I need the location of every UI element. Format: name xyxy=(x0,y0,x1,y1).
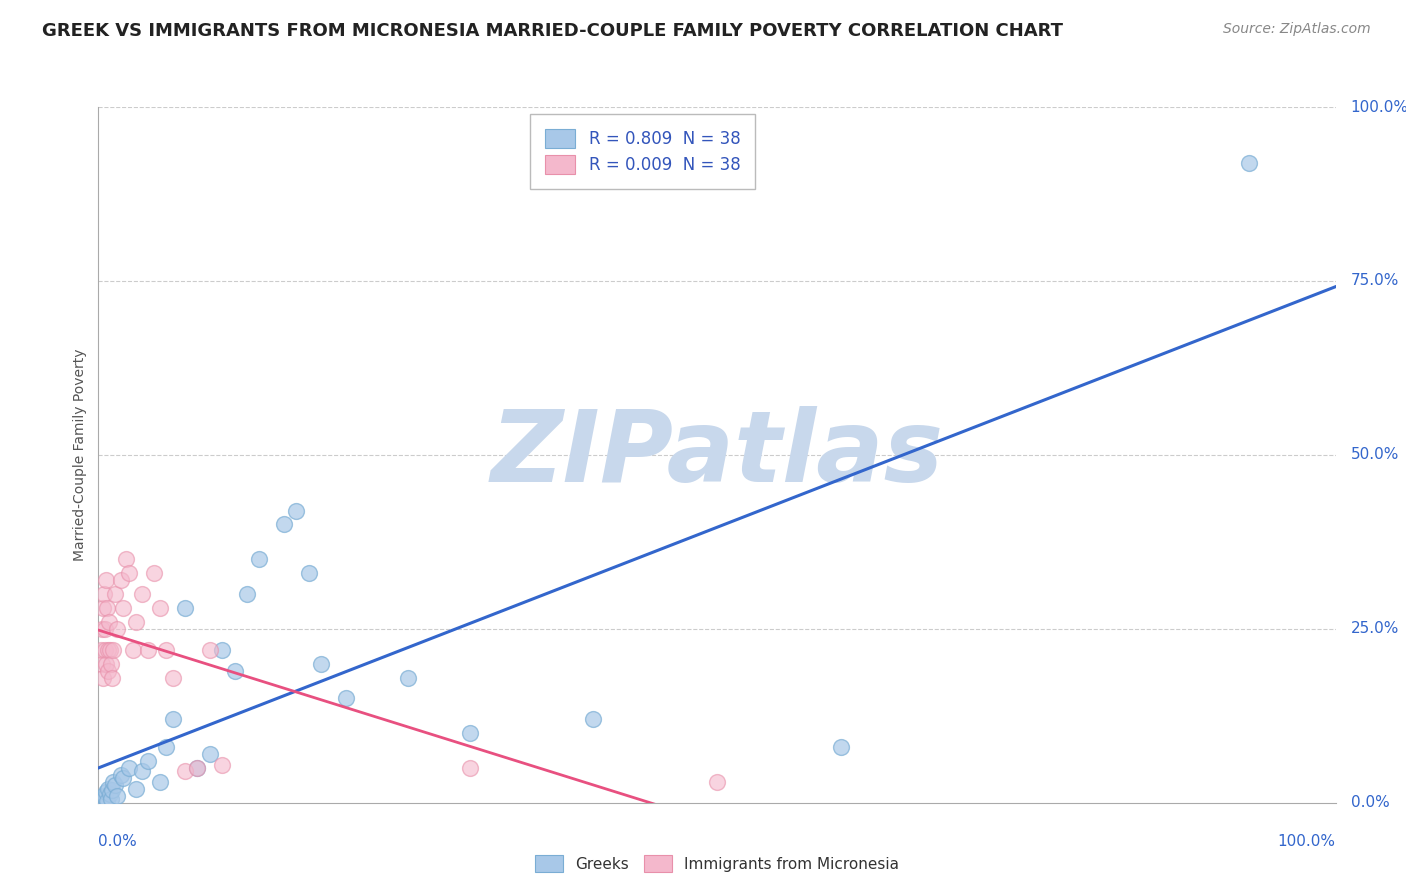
Point xyxy=(124,615,146,629)
Text: GREEK VS IMMIGRANTS FROM MICRONESIA MARRIED-COUPLE FAMILY POVERTY CORRELATION CH: GREEK VS IMMIGRANTS FROM MICRONESIA MARR… xyxy=(42,22,1063,40)
Point xyxy=(458,761,481,775)
Point xyxy=(103,775,125,789)
Point xyxy=(93,587,115,601)
Point xyxy=(396,671,419,685)
Point xyxy=(186,761,208,775)
Point xyxy=(118,566,141,581)
Point xyxy=(198,747,221,761)
Point xyxy=(458,726,481,740)
Text: 75.0%: 75.0% xyxy=(1351,274,1399,288)
Point xyxy=(100,792,122,806)
Text: 100.0%: 100.0% xyxy=(1351,100,1406,114)
Point xyxy=(186,761,208,775)
Point xyxy=(198,642,221,657)
Point xyxy=(247,552,270,566)
Y-axis label: Married-Couple Family Poverty: Married-Couple Family Poverty xyxy=(73,349,87,561)
Point xyxy=(93,671,115,685)
Point xyxy=(706,775,728,789)
Point xyxy=(112,601,135,615)
Point xyxy=(97,642,120,657)
Point xyxy=(112,772,135,786)
Point xyxy=(174,601,197,615)
Point xyxy=(1237,155,1260,169)
Point xyxy=(91,601,114,615)
Point xyxy=(149,601,172,615)
Point xyxy=(174,764,197,779)
Point xyxy=(143,566,166,581)
Point xyxy=(136,642,159,657)
Text: ZIPatlas: ZIPatlas xyxy=(491,407,943,503)
Legend: Greeks, Immigrants from Micronesia: Greeks, Immigrants from Micronesia xyxy=(529,848,905,879)
Point xyxy=(100,657,122,671)
Point xyxy=(236,587,259,601)
Point xyxy=(285,503,308,517)
Point xyxy=(97,781,120,796)
Point xyxy=(162,712,184,726)
Point xyxy=(582,712,605,726)
Text: 0.0%: 0.0% xyxy=(98,834,138,849)
Text: 25.0%: 25.0% xyxy=(1351,622,1399,636)
Point xyxy=(96,794,118,808)
Point xyxy=(103,778,125,792)
Point xyxy=(162,671,184,685)
Point xyxy=(93,642,115,657)
Point xyxy=(122,642,145,657)
Text: 100.0%: 100.0% xyxy=(1278,834,1336,849)
Point xyxy=(110,768,132,782)
Point xyxy=(101,783,124,797)
Point xyxy=(118,761,141,775)
Point xyxy=(124,781,146,796)
Point xyxy=(136,754,159,768)
Point xyxy=(103,642,125,657)
Point xyxy=(98,788,121,802)
Point xyxy=(298,566,321,581)
Point xyxy=(93,790,115,805)
Point xyxy=(105,789,128,803)
Point xyxy=(155,740,177,755)
Point xyxy=(830,740,852,755)
Point xyxy=(97,664,120,678)
Point xyxy=(90,622,112,636)
Point xyxy=(97,615,120,629)
Point xyxy=(90,642,112,657)
Point xyxy=(96,573,118,587)
Point xyxy=(114,552,136,566)
Point xyxy=(211,642,233,657)
Text: 50.0%: 50.0% xyxy=(1351,448,1399,462)
Point xyxy=(96,601,118,615)
Point xyxy=(110,573,132,587)
Point xyxy=(103,587,125,601)
Point xyxy=(94,785,117,799)
Point xyxy=(94,622,117,636)
Point xyxy=(105,622,128,636)
Point xyxy=(101,671,124,685)
Point xyxy=(309,657,332,671)
Point xyxy=(131,587,153,601)
Point xyxy=(155,642,177,657)
Point xyxy=(98,642,121,657)
Point xyxy=(224,664,246,678)
Point xyxy=(273,517,295,532)
Text: Source: ZipAtlas.com: Source: ZipAtlas.com xyxy=(1223,22,1371,37)
Point xyxy=(149,775,172,789)
Point xyxy=(335,691,357,706)
Point xyxy=(93,789,115,803)
Point xyxy=(94,657,117,671)
Text: 0.0%: 0.0% xyxy=(1351,796,1389,810)
Point xyxy=(91,657,114,671)
Point xyxy=(91,792,114,806)
Point xyxy=(211,757,233,772)
Point xyxy=(131,764,153,779)
